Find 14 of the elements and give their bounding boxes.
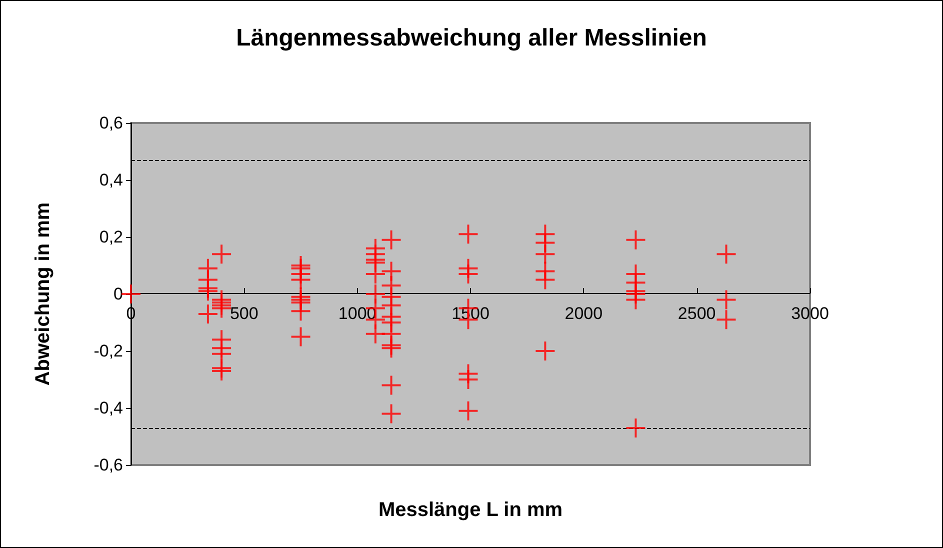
x-tick-label: 500 bbox=[230, 304, 258, 323]
y-tick-label: -0,4 bbox=[94, 398, 123, 418]
x-tick-label: 3000 bbox=[791, 304, 829, 323]
chart-title: Längenmessabweichung aller Messlinien bbox=[236, 24, 707, 52]
y-tick-label: 0 bbox=[114, 284, 123, 304]
y-axis-title: Abweichung in mm bbox=[32, 202, 54, 386]
y-tick-label: -0,6 bbox=[94, 456, 123, 474]
y-tick-label: 0,2 bbox=[99, 228, 123, 246]
x-tick-label: 2000 bbox=[564, 304, 603, 323]
y-tick-label: 0,6 bbox=[99, 114, 123, 132]
x-axis-title: Messlänge L in mm bbox=[378, 499, 563, 521]
y-tick-label: 0,4 bbox=[99, 170, 123, 190]
y-tick-label: -0,2 bbox=[94, 342, 123, 360]
x-tick-label: 2500 bbox=[678, 304, 716, 323]
